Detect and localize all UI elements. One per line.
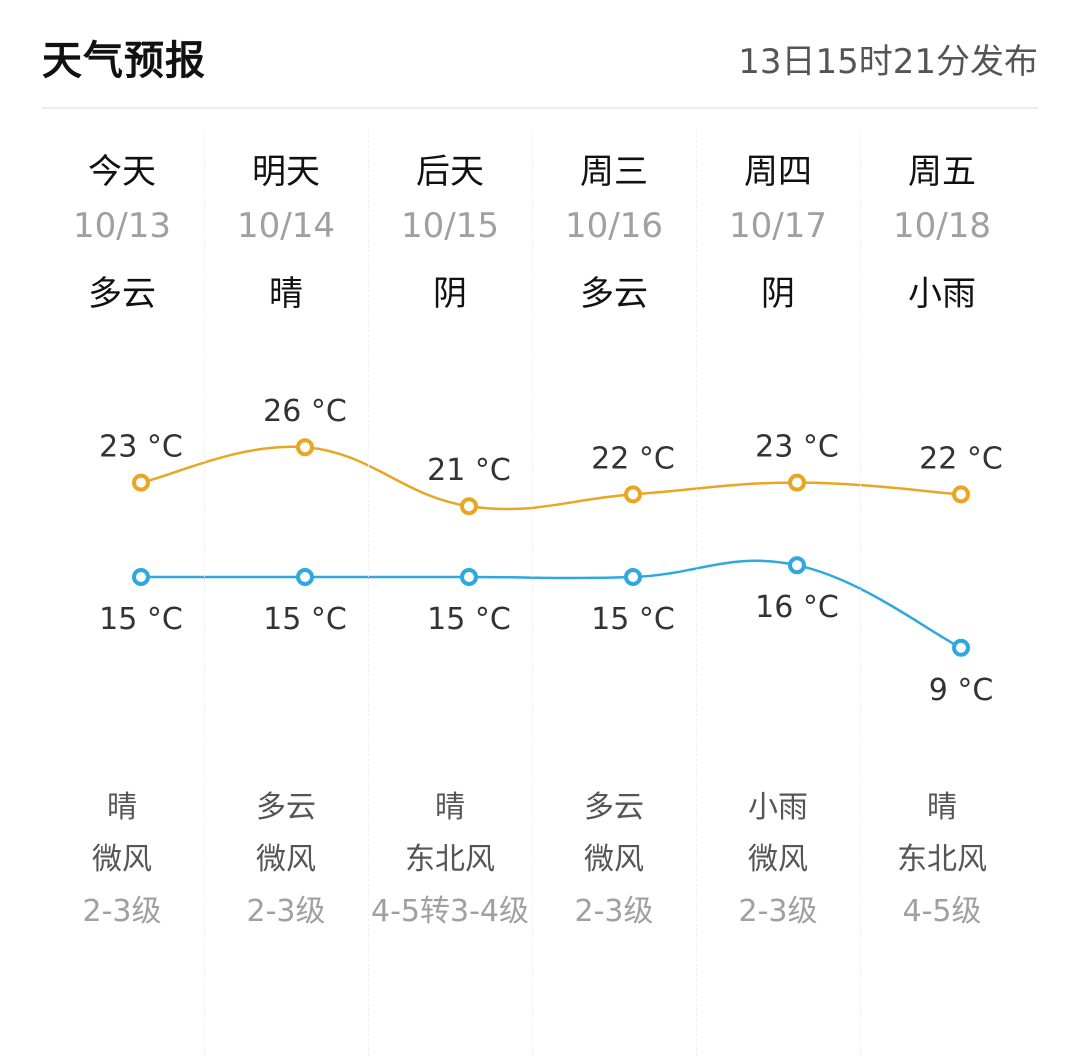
low-temp-label: 15 °C [263, 602, 347, 637]
day-name: 周五 [908, 152, 976, 192]
wind-level: 2-3级 [82, 894, 162, 929]
day-weather: 阴 [433, 274, 467, 314]
low-temp-point[interactable] [460, 568, 478, 586]
wind-direction: 微风 [584, 842, 644, 877]
night-weather: 多云 [256, 790, 316, 825]
wind-direction: 微风 [92, 842, 152, 877]
wind-level: 4-5转3-4级 [371, 894, 529, 929]
day-weather: 小雨 [908, 274, 976, 314]
night-weather: 多云 [584, 790, 644, 825]
night-weather: 小雨 [748, 790, 808, 825]
forecast-day-column[interactable]: 周三 10/16 多云 多云 微风 2-3级 [532, 130, 696, 1056]
high-temp-point[interactable] [132, 473, 150, 492]
wind-direction: 东北风 [897, 842, 987, 877]
day-name: 明天 [252, 152, 320, 192]
day-name: 后天 [416, 152, 484, 192]
day-weather: 多云 [580, 274, 648, 314]
wind-direction: 微风 [256, 842, 316, 877]
high-temp-point[interactable] [624, 485, 642, 504]
forecast-day-column[interactable]: 周五 10/18 小雨晴东北风 4-5级 [860, 130, 1024, 1056]
low-temp-point[interactable] [132, 568, 150, 586]
day-name: 今天 [88, 152, 156, 192]
low-temp-line [141, 559, 962, 649]
low-temp-label: 15 °C [99, 602, 183, 637]
page-title: 天气预报 [42, 38, 206, 84]
high-temp-label: 26 °C [263, 394, 347, 429]
wind-level: 2-3级 [738, 894, 818, 929]
high-temp-point[interactable] [788, 473, 806, 492]
forecast-day-column[interactable]: 周四 10/17 阴小雨微风 2-3级 [696, 130, 860, 1056]
low-temp-label: 15 °C [591, 602, 675, 637]
day-date: 10/13 [73, 206, 171, 246]
wind-level: 2-3级 [574, 894, 654, 929]
column-separator [204, 130, 205, 1056]
high-temp-line [140, 445, 962, 511]
publish-time: 13日15时21分发布 [738, 42, 1038, 82]
low-temp-label: 9 °C [929, 673, 994, 708]
day-weather: 晴 [269, 274, 303, 314]
wind-direction: 微风 [748, 842, 808, 877]
day-date: 10/17 [729, 206, 827, 246]
high-temp-point[interactable] [460, 497, 478, 516]
night-weather: 晴 [927, 790, 957, 825]
forecast-header: 天气预报 13日15时21分发布 [42, 26, 1038, 84]
forecast-columns: 23 °C 26 °C 21 °C 22 °C 23 °C 22 °C 15 °C 15 °C… [40, 130, 1024, 1056]
high-temp-label: 21 °C [427, 453, 511, 488]
high-temp-point[interactable] [296, 438, 314, 457]
high-temp-label: 23 °C [99, 430, 183, 465]
low-temp-point[interactable] [952, 638, 970, 657]
day-date: 10/15 [401, 206, 499, 246]
wind-level: 4-5级 [902, 894, 982, 929]
temperature-chart: 23 °C 26 °C 21 °C 22 °C 23 °C 22 °C 15 °C 15 °C… [99, 394, 1003, 708]
night-weather: 晴 [435, 790, 465, 825]
day-date: 10/16 [565, 206, 663, 246]
day-weather: 阴 [761, 274, 795, 314]
day-date: 10/18 [893, 206, 991, 246]
wind-level: 2-3级 [246, 894, 326, 929]
column-separator [860, 130, 861, 1056]
column-separator [696, 130, 697, 1056]
day-date: 10/14 [237, 206, 335, 246]
high-temp-point[interactable] [952, 485, 970, 504]
low-temp-point[interactable] [624, 568, 642, 586]
low-temp-label: 15 °C [427, 602, 511, 637]
high-temp-label: 22 °C [919, 441, 1003, 476]
forecast-day-column[interactable]: 今天 10/13 多云晴微风 2-3级 [40, 130, 204, 1056]
forecast-day-column[interactable]: 后天 10/15 阴晴东北风 4-5转3-4级 [368, 130, 532, 1056]
column-separator [368, 130, 369, 1056]
day-name: 周四 [744, 152, 812, 192]
high-temp-label: 22 °C [591, 441, 675, 476]
column-separator [532, 130, 533, 1056]
night-weather: 晴 [107, 790, 137, 825]
day-weather: 多云 [88, 274, 156, 314]
low-temp-point[interactable] [788, 556, 806, 575]
forecast-day-column[interactable]: 明天 10/14 晴多云微风 2-3级 [204, 130, 368, 1056]
header-divider [42, 107, 1038, 109]
low-temp-point[interactable] [296, 568, 314, 586]
high-temp-label: 23 °C [755, 430, 839, 465]
day-name: 周三 [580, 152, 648, 192]
wind-direction: 东北风 [405, 842, 495, 877]
low-temp-label: 16 °C [755, 590, 839, 625]
